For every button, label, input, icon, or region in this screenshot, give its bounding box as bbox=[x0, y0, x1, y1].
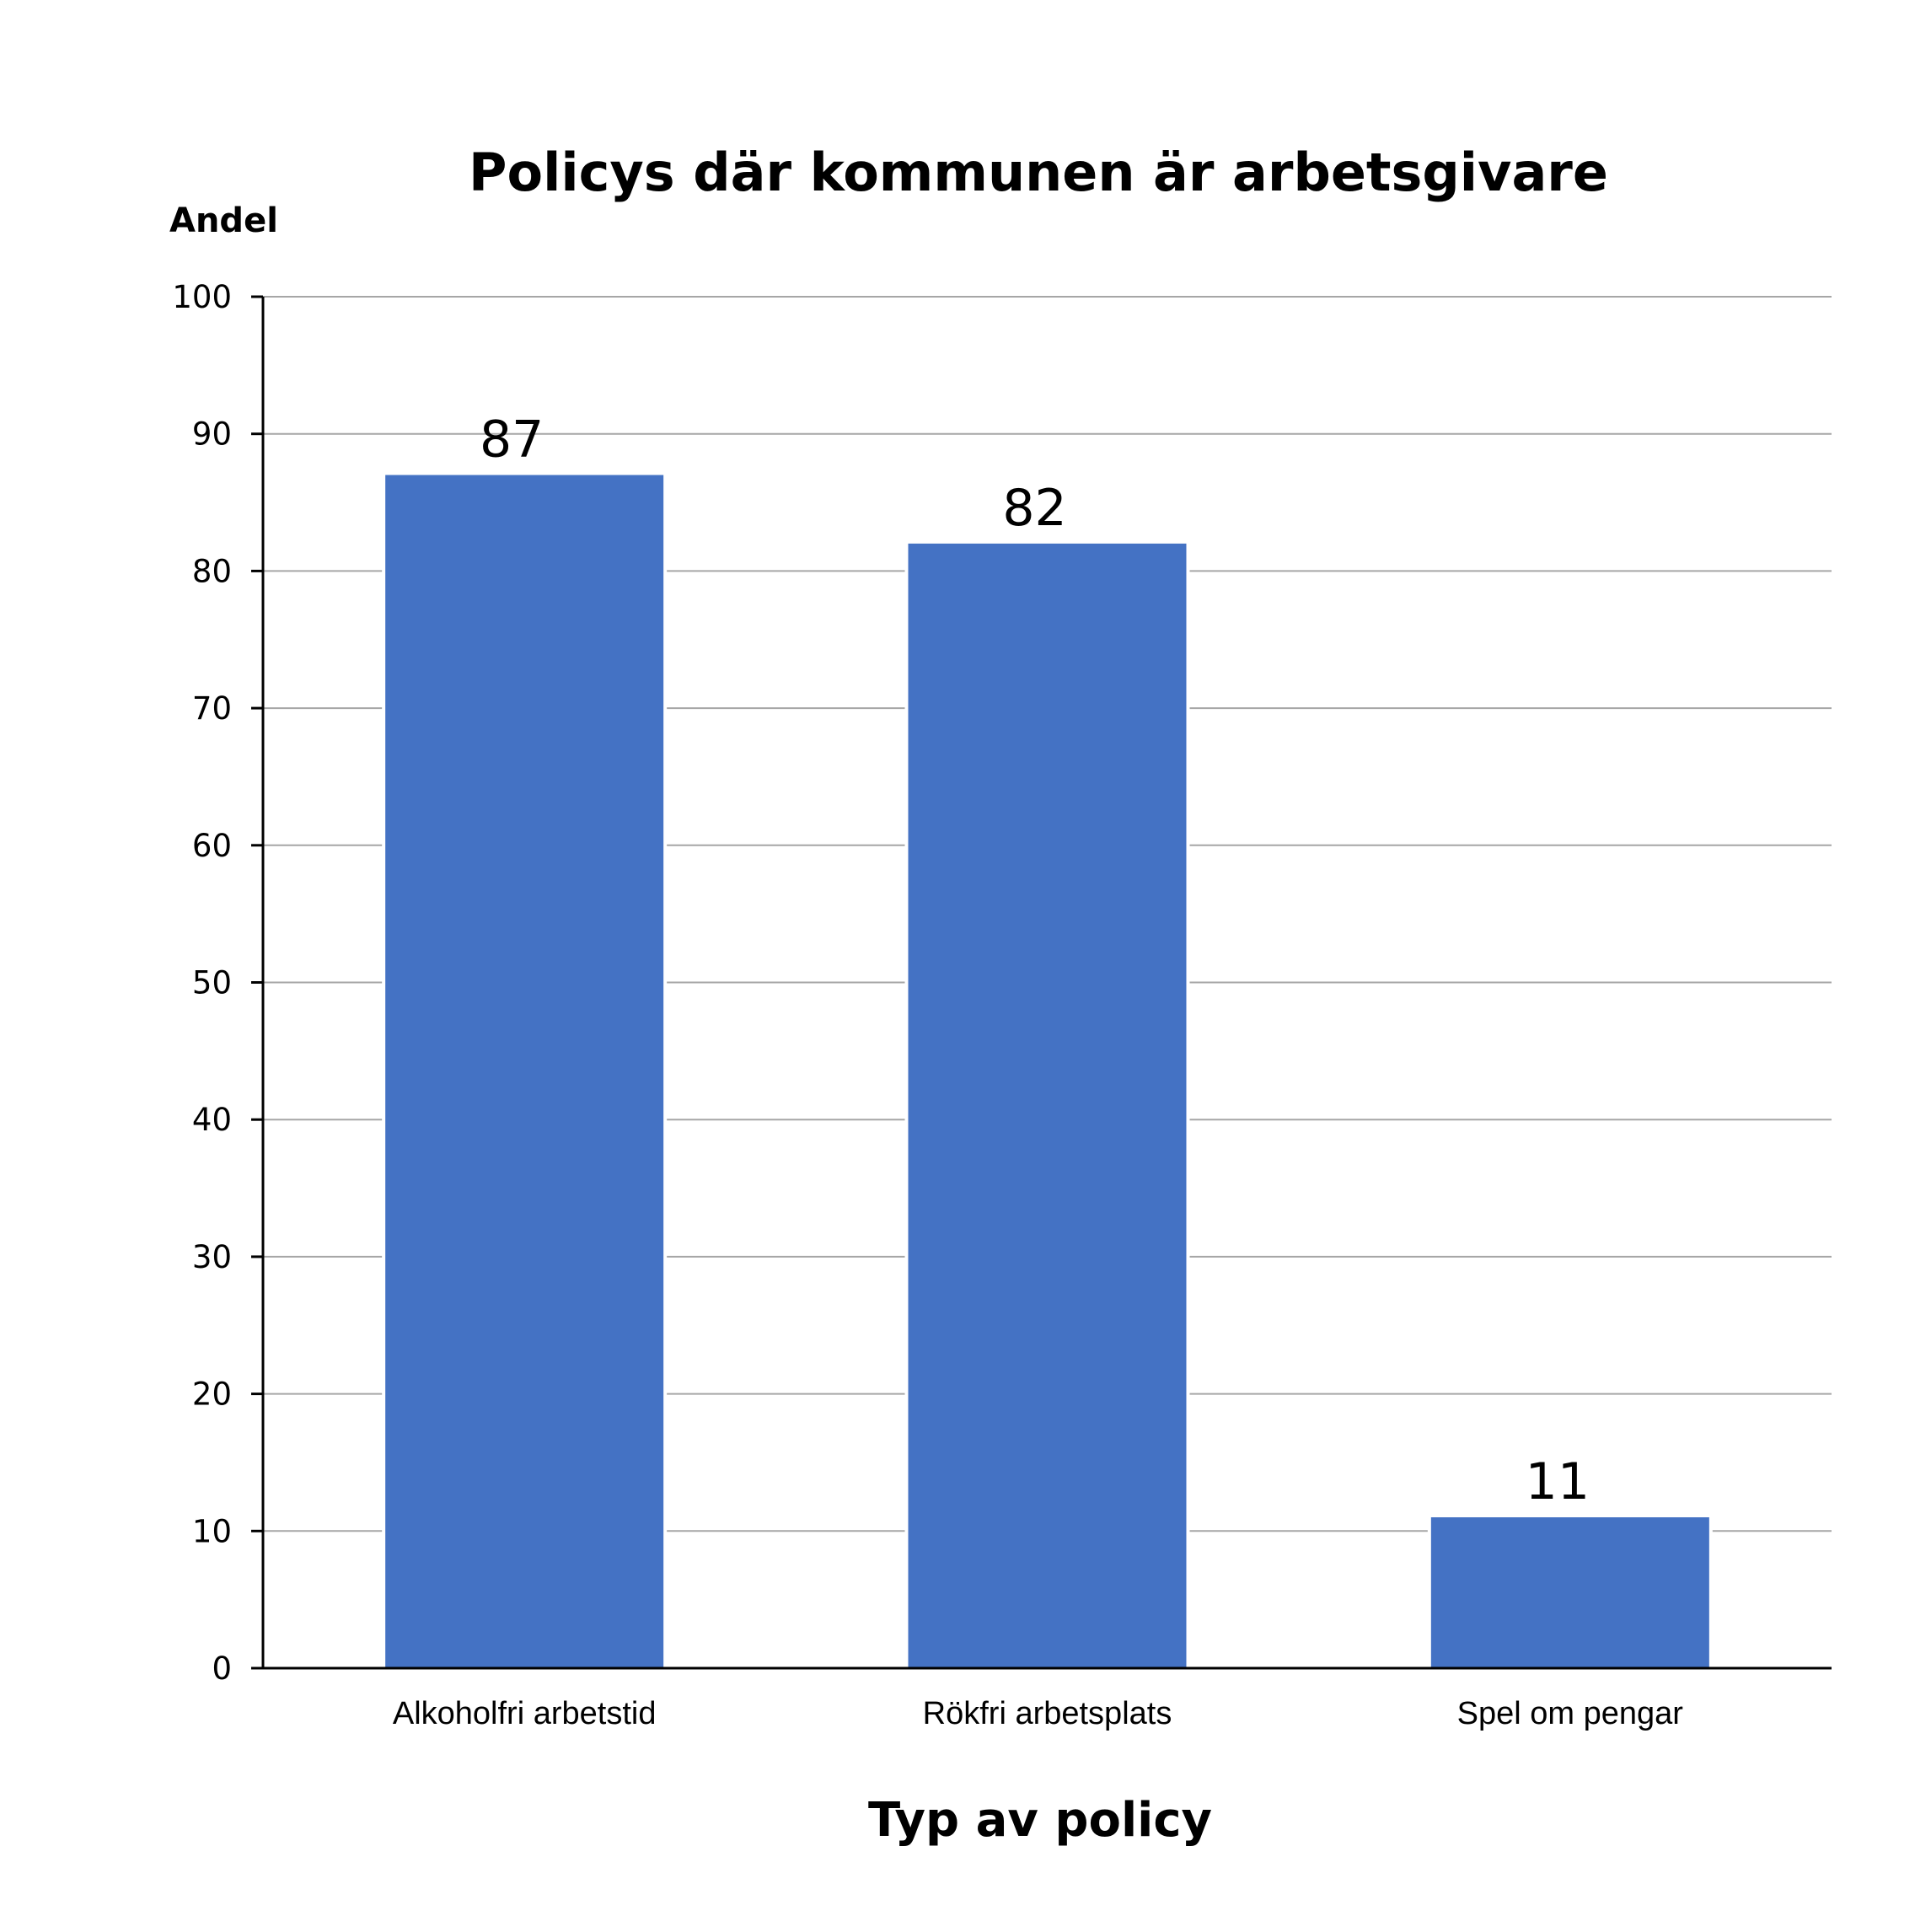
data-label: 87 bbox=[480, 411, 544, 470]
y-tick-label: 0 bbox=[212, 1650, 232, 1687]
data-label: 11 bbox=[1526, 1452, 1590, 1511]
y-tick-label: 50 bbox=[192, 965, 232, 1001]
x-category-label: Spel om pengar bbox=[1457, 1696, 1684, 1731]
bar bbox=[382, 471, 668, 1672]
y-tick-label: 70 bbox=[192, 690, 232, 727]
y-axis-ticks: 0 10 20 30 40 50 60 70 80 90 100 bbox=[172, 279, 263, 1687]
y-tick-label: 100 bbox=[172, 279, 232, 315]
y-tick-label: 10 bbox=[192, 1513, 232, 1549]
bar bbox=[1427, 1514, 1713, 1672]
x-axis-title: Typ av policy bbox=[868, 1793, 1212, 1848]
x-category-label: Alkoholfri arbetstid bbox=[393, 1696, 657, 1731]
x-axis-labels: Alkoholfri arbetstid Rökfri arbetsplats Sp… bbox=[393, 1696, 1683, 1731]
y-tick-label: 90 bbox=[192, 416, 232, 453]
bar bbox=[904, 539, 1190, 1672]
y-tick-label: 60 bbox=[192, 828, 232, 864]
data-labels: 87 82 11 bbox=[480, 411, 1590, 1512]
y-tick-label: 80 bbox=[192, 553, 232, 589]
y-tick-label: 30 bbox=[192, 1239, 232, 1275]
data-label: 82 bbox=[1002, 479, 1066, 538]
y-axis-title: Andel bbox=[169, 201, 278, 240]
y-tick-label: 20 bbox=[192, 1377, 232, 1413]
bars bbox=[382, 471, 1713, 1672]
x-category-label: Rökfri arbetsplats bbox=[923, 1696, 1172, 1731]
y-tick-label: 40 bbox=[192, 1102, 232, 1138]
chart-title: Policys där kommunen är arbetsgivare bbox=[469, 142, 1608, 203]
